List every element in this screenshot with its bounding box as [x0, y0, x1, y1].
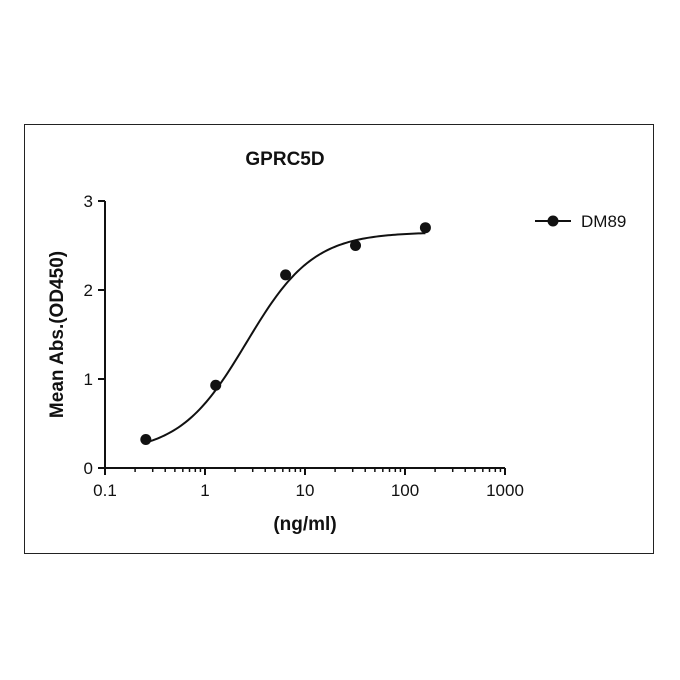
data-points-layer	[140, 222, 431, 446]
x-tick-label: 10	[296, 481, 315, 500]
y-tick-label: 0	[84, 459, 93, 478]
x-tick-label: 0.1	[93, 481, 117, 500]
y-axis-title: Mean Abs.(OD450)	[47, 251, 68, 418]
legend: DM89	[535, 212, 626, 231]
fit-curve-layer	[145, 232, 426, 444]
x-tick-label: 1	[200, 481, 209, 500]
x-tick-label: 1000	[486, 481, 524, 500]
data-point	[419, 222, 431, 234]
chart-svg: GPRC5D 0 1 2 3 0.1 1 10 100 1000 (ng/ml) Mean Ab…	[47, 149, 626, 535]
fit-curve	[145, 232, 426, 444]
data-point	[140, 434, 152, 446]
x-axis-title: (ng/ml)	[273, 514, 336, 535]
data-point	[280, 269, 292, 281]
legend-label: DM89	[581, 212, 626, 231]
y-tick-label: 3	[84, 192, 93, 211]
data-point	[210, 379, 222, 391]
chart-title: GPRC5D	[245, 149, 324, 170]
y-tick-label: 2	[84, 281, 93, 300]
chart-frame: GPRC5D 0 1 2 3 0.1 1 10 100 1000 (ng/ml) Mean Ab…	[24, 124, 654, 554]
y-tick-label: 1	[84, 370, 93, 389]
x-tick-label: 100	[391, 481, 419, 500]
legend-marker	[547, 215, 559, 227]
axes: 0 1 2 3 0.1 1 10 100 1000	[84, 192, 524, 500]
data-point	[350, 240, 362, 251]
